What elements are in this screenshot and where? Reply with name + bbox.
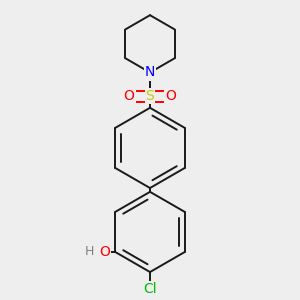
Text: N: N	[145, 65, 155, 80]
Text: O: O	[124, 89, 134, 103]
Text: H: H	[85, 245, 94, 259]
Text: S: S	[146, 89, 154, 103]
Text: O: O	[99, 245, 110, 259]
Text: Cl: Cl	[143, 282, 157, 296]
Text: O: O	[166, 89, 176, 103]
